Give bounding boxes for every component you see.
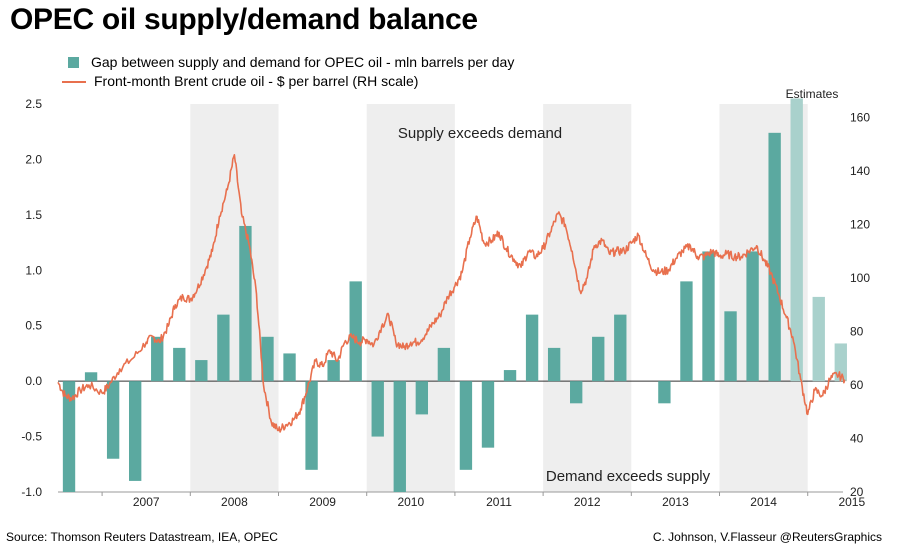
gap-bar: [327, 360, 340, 382]
estimates-annotation: Estimates: [786, 87, 839, 101]
legend-label-line: Front-month Brent crude oil - $ per barr…: [94, 73, 419, 89]
legend: Gap between supply and demand for OPEC o…: [62, 53, 514, 91]
gap-bar: [261, 336, 274, 382]
legend-item-bars: Gap between supply and demand for OPEC o…: [62, 53, 514, 72]
year-tick-label: 2007: [133, 495, 160, 509]
year-tick-label: 2012: [574, 495, 601, 509]
right-tick-label: 140: [850, 164, 870, 178]
gap-bar: [437, 347, 451, 382]
supply-annotation: Supply exceeds demand: [398, 125, 562, 142]
source-note: Source: Thomson Reuters Datastream, IEA,…: [6, 530, 278, 544]
credit-note: C. Johnson, V.Flasseur @ReutersGraphics: [652, 530, 882, 544]
gap-bar: [547, 347, 561, 382]
year-tick-label: 2008: [221, 495, 248, 509]
gap-bar: [129, 381, 142, 481]
right-tick-label: 160: [850, 110, 870, 124]
right-tick-label: 20: [850, 485, 864, 499]
gap-bar: [746, 251, 759, 382]
shaded-year-band: [190, 104, 279, 492]
gap-bar: [173, 347, 186, 382]
gap-bar: [592, 336, 605, 382]
gap-bar: [724, 311, 737, 382]
year-tick-label: 2015: [838, 495, 865, 509]
gap-bar: [525, 314, 539, 382]
gap-bar: [239, 225, 252, 382]
gap-bar: [283, 353, 296, 382]
gap-bar: [415, 381, 429, 415]
left-tick-label: 1.0: [25, 263, 42, 277]
bar-swatch: [68, 57, 79, 68]
gap-bar: [702, 251, 715, 382]
left-tick-label: 2.5: [25, 97, 42, 111]
year-tick-label: 2011: [486, 495, 512, 509]
left-tick-label: 0.0: [25, 374, 42, 388]
gap-bar: [768, 132, 781, 382]
gap-bar: [459, 381, 473, 470]
estimate-bar: [790, 98, 803, 382]
gap-bar: [570, 381, 583, 404]
left-tick-label: 1.5: [25, 208, 42, 222]
brent-price-line: [57, 154, 846, 433]
right-tick-label: 40: [850, 431, 864, 445]
gap-bar: [62, 381, 76, 492]
gap-bar: [305, 381, 318, 470]
gap-bar: [217, 314, 230, 382]
left-tick-label: -1.0: [21, 485, 42, 499]
year-tick-label: 2010: [397, 495, 424, 509]
gap-bar: [481, 381, 495, 448]
gap-bar: [195, 360, 208, 382]
right-tick-label: 100: [850, 271, 870, 285]
gap-bar: [614, 314, 627, 382]
gap-bar: [151, 336, 164, 382]
year-tick-label: 2009: [309, 495, 336, 509]
legend-item-line: Front-month Brent crude oil - $ per barr…: [62, 72, 514, 91]
gap-bar: [349, 281, 362, 382]
chart-title: OPEC oil supply/demand balance: [10, 3, 478, 36]
line-swatch: [62, 80, 86, 83]
left-tick-label: 2.0: [25, 152, 42, 166]
left-tick-label: 0.5: [25, 319, 42, 333]
estimate-bar: [812, 296, 825, 382]
gap-bar: [393, 381, 406, 492]
gap-bar: [371, 381, 384, 437]
gap-bar: [503, 370, 517, 382]
right-tick-label: 60: [850, 378, 864, 392]
gap-bar: [680, 281, 693, 382]
left-tick-label: -0.5: [21, 430, 42, 444]
year-tick-label: 2013: [662, 495, 689, 509]
demand-annotation: Demand exceeds supply: [546, 468, 711, 485]
right-tick-label: 120: [850, 217, 870, 231]
shaded-year-band: [543, 104, 632, 492]
gap-bar: [658, 381, 671, 404]
legend-label-bars: Gap between supply and demand for OPEC o…: [91, 54, 515, 70]
right-tick-label: 80: [850, 324, 864, 338]
gap-bar: [106, 381, 120, 459]
year-tick-label: 2014: [750, 495, 777, 509]
gap-bar: [84, 372, 98, 382]
estimate-bar: [834, 343, 847, 382]
